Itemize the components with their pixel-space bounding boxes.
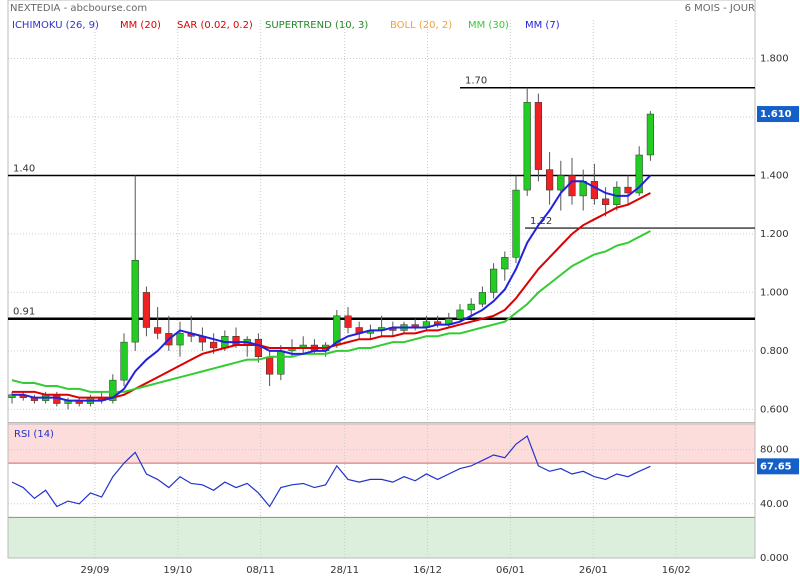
level-label: 1.40 — [13, 163, 35, 174]
last-price-label: 1.610 — [760, 109, 792, 120]
y-tick-label: 1.200 — [760, 229, 789, 240]
candle-body — [456, 309, 464, 319]
x-tick-label: 29/09 — [80, 565, 109, 576]
candle-body — [534, 102, 543, 170]
candle-body — [142, 292, 151, 328]
candle-body — [512, 189, 520, 258]
y-tick-label: 1.000 — [760, 287, 789, 298]
rsi-last-label: 67.65 — [760, 461, 792, 472]
indicator-line — [12, 174, 652, 402]
legend-entry: MM (30) — [468, 20, 509, 31]
candle-body — [232, 336, 240, 346]
candle-body — [523, 102, 531, 191]
candle-body — [266, 356, 274, 375]
legend-entry: MM (20) — [120, 20, 161, 31]
candle-body — [120, 341, 128, 381]
x-tick-label: 19/10 — [163, 565, 192, 576]
candle-body — [590, 181, 599, 200]
legend-entry: ICHIMOKU (26, 9) — [12, 20, 99, 31]
rsi-title: RSI (14) — [14, 429, 54, 440]
legend-entry: MM (7) — [525, 20, 560, 31]
rsi-tick-label: 80.00 — [760, 445, 789, 456]
price-panel — [7, 0, 756, 425]
candle-body — [568, 175, 576, 197]
x-tick-label: 16/12 — [413, 565, 442, 576]
last-price-box — [757, 106, 799, 123]
x-tick-label: 28/11 — [330, 565, 359, 576]
candle-body — [478, 292, 487, 305]
x-tick-label: 06/01 — [496, 565, 525, 576]
y-tick-label: 0.800 — [760, 346, 789, 357]
legend-entry: SAR (0.02, 0.2) — [177, 20, 253, 31]
chart-title: NEXTEDIA - abcbourse.com — [10, 3, 147, 14]
candle-body — [131, 259, 139, 343]
level-label: 1.70 — [465, 76, 487, 87]
rsi-overbought-zone — [8, 422, 755, 464]
y-tick-label: 1.400 — [760, 170, 789, 181]
candle-body — [467, 303, 475, 311]
candle-body — [601, 198, 610, 205]
x-tick-label: 16/02 — [662, 565, 691, 576]
level-label: 0.91 — [13, 307, 35, 318]
candle-body — [545, 169, 554, 191]
candle-body — [501, 257, 509, 270]
rsi-line — [11, 435, 651, 508]
y-tick-label: 1.800 — [760, 53, 789, 64]
candle-body — [557, 175, 565, 191]
period: 6 MOIS - JOUR — [685, 3, 755, 14]
legend-entry: BOLL (20, 2) — [390, 20, 452, 31]
candle-body — [254, 338, 263, 357]
rsi-tick-label: 0.000 — [760, 553, 789, 564]
candle-body — [277, 350, 285, 375]
y-tick-label: 0.600 — [760, 404, 789, 415]
rsi-last-box — [757, 458, 799, 475]
candle-body — [635, 154, 643, 194]
candle-body — [109, 379, 117, 401]
candle-body — [624, 186, 632, 194]
legend-entry: SUPERTREND (10, 3) — [265, 20, 368, 31]
candle-body — [154, 327, 162, 334]
candle-body — [176, 333, 184, 346]
rsi-panel — [7, 422, 756, 559]
x-tick-label: 08/11 — [246, 565, 275, 576]
candle-body — [646, 113, 655, 156]
x-tick-label: 26/01 — [579, 565, 608, 576]
rsi-tick-label: 40.00 — [760, 499, 789, 510]
candle-body — [344, 315, 352, 328]
rsi-oversold-zone — [8, 517, 755, 558]
candle-body — [489, 268, 498, 293]
candle-body — [210, 341, 218, 349]
indicator-line — [11, 230, 651, 393]
